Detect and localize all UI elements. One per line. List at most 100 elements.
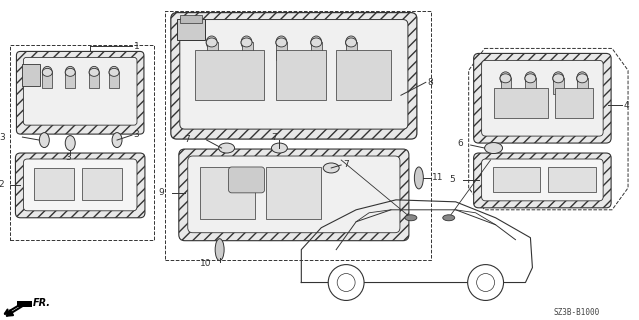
Ellipse shape xyxy=(311,36,322,49)
Circle shape xyxy=(468,265,504,300)
Ellipse shape xyxy=(484,143,502,154)
Circle shape xyxy=(328,265,364,300)
Ellipse shape xyxy=(109,66,119,78)
FancyBboxPatch shape xyxy=(24,57,137,125)
FancyArrowPatch shape xyxy=(5,306,18,314)
Bar xyxy=(277,43,288,60)
Ellipse shape xyxy=(65,66,75,78)
Ellipse shape xyxy=(215,239,224,260)
Ellipse shape xyxy=(65,136,75,150)
Bar xyxy=(82,168,122,200)
FancyBboxPatch shape xyxy=(15,153,145,218)
FancyBboxPatch shape xyxy=(229,167,265,193)
FancyBboxPatch shape xyxy=(179,149,409,241)
Ellipse shape xyxy=(206,38,217,47)
Text: FR.: FR. xyxy=(33,299,50,308)
Bar xyxy=(165,11,431,260)
Ellipse shape xyxy=(89,68,99,76)
Bar xyxy=(109,72,119,88)
Ellipse shape xyxy=(500,74,511,83)
Bar xyxy=(10,45,154,240)
FancyBboxPatch shape xyxy=(482,159,603,201)
Ellipse shape xyxy=(241,36,252,49)
Ellipse shape xyxy=(443,215,455,221)
Ellipse shape xyxy=(346,38,357,47)
Bar xyxy=(180,15,202,22)
Text: 4: 4 xyxy=(624,101,629,110)
Bar xyxy=(195,51,265,100)
Text: 11: 11 xyxy=(432,173,443,182)
Polygon shape xyxy=(17,301,33,308)
FancyBboxPatch shape xyxy=(482,60,603,136)
Ellipse shape xyxy=(553,74,564,83)
Bar xyxy=(177,19,204,40)
Text: 9: 9 xyxy=(158,188,164,197)
Text: SZ3B-B1000: SZ3B-B1000 xyxy=(553,308,599,317)
Ellipse shape xyxy=(577,74,588,83)
FancyBboxPatch shape xyxy=(188,156,400,233)
Ellipse shape xyxy=(109,68,119,76)
Text: 8: 8 xyxy=(428,78,434,87)
Bar xyxy=(200,167,254,219)
Ellipse shape xyxy=(577,72,588,85)
Bar xyxy=(346,43,357,60)
Ellipse shape xyxy=(276,38,287,47)
Ellipse shape xyxy=(42,68,52,76)
Bar xyxy=(277,51,327,100)
Bar xyxy=(206,43,218,60)
FancyBboxPatch shape xyxy=(17,52,144,134)
Ellipse shape xyxy=(405,215,417,221)
Ellipse shape xyxy=(553,72,564,85)
Bar xyxy=(42,72,52,88)
Text: 3: 3 xyxy=(133,130,139,139)
Ellipse shape xyxy=(241,38,252,47)
FancyBboxPatch shape xyxy=(24,159,137,211)
Ellipse shape xyxy=(112,132,122,148)
Text: 3: 3 xyxy=(65,153,71,162)
Text: 5: 5 xyxy=(449,175,455,184)
Ellipse shape xyxy=(206,36,217,49)
FancyBboxPatch shape xyxy=(473,53,611,143)
Bar xyxy=(242,43,252,60)
Ellipse shape xyxy=(323,163,339,173)
Text: 10: 10 xyxy=(200,259,212,268)
Bar xyxy=(553,78,564,94)
Bar xyxy=(577,78,588,94)
Text: 1: 1 xyxy=(134,42,140,51)
Bar xyxy=(548,167,596,192)
Ellipse shape xyxy=(42,66,52,78)
Ellipse shape xyxy=(276,36,287,49)
Text: 3: 3 xyxy=(0,132,6,141)
Bar xyxy=(65,72,75,88)
Bar xyxy=(336,51,391,100)
FancyBboxPatch shape xyxy=(171,12,417,139)
FancyBboxPatch shape xyxy=(473,153,611,208)
Text: 7: 7 xyxy=(272,132,277,141)
Bar xyxy=(493,88,548,118)
Bar xyxy=(525,78,536,94)
Bar xyxy=(493,167,541,192)
Bar xyxy=(500,78,511,94)
Ellipse shape xyxy=(65,68,75,76)
Bar xyxy=(22,64,40,86)
Ellipse shape xyxy=(346,36,357,49)
Ellipse shape xyxy=(272,143,288,153)
Ellipse shape xyxy=(89,66,99,78)
Ellipse shape xyxy=(525,72,536,85)
Ellipse shape xyxy=(311,38,322,47)
Ellipse shape xyxy=(219,143,235,153)
Ellipse shape xyxy=(500,72,511,85)
Text: 2: 2 xyxy=(0,180,4,189)
Ellipse shape xyxy=(414,167,424,189)
Bar xyxy=(266,167,321,219)
Bar xyxy=(35,168,74,200)
Bar xyxy=(89,72,99,88)
Text: 7: 7 xyxy=(343,161,349,170)
Text: 6: 6 xyxy=(457,139,463,148)
Ellipse shape xyxy=(525,74,536,83)
Text: 7: 7 xyxy=(184,135,190,144)
FancyBboxPatch shape xyxy=(180,20,408,129)
Ellipse shape xyxy=(40,132,49,148)
Bar xyxy=(311,43,322,60)
Bar xyxy=(555,88,593,118)
